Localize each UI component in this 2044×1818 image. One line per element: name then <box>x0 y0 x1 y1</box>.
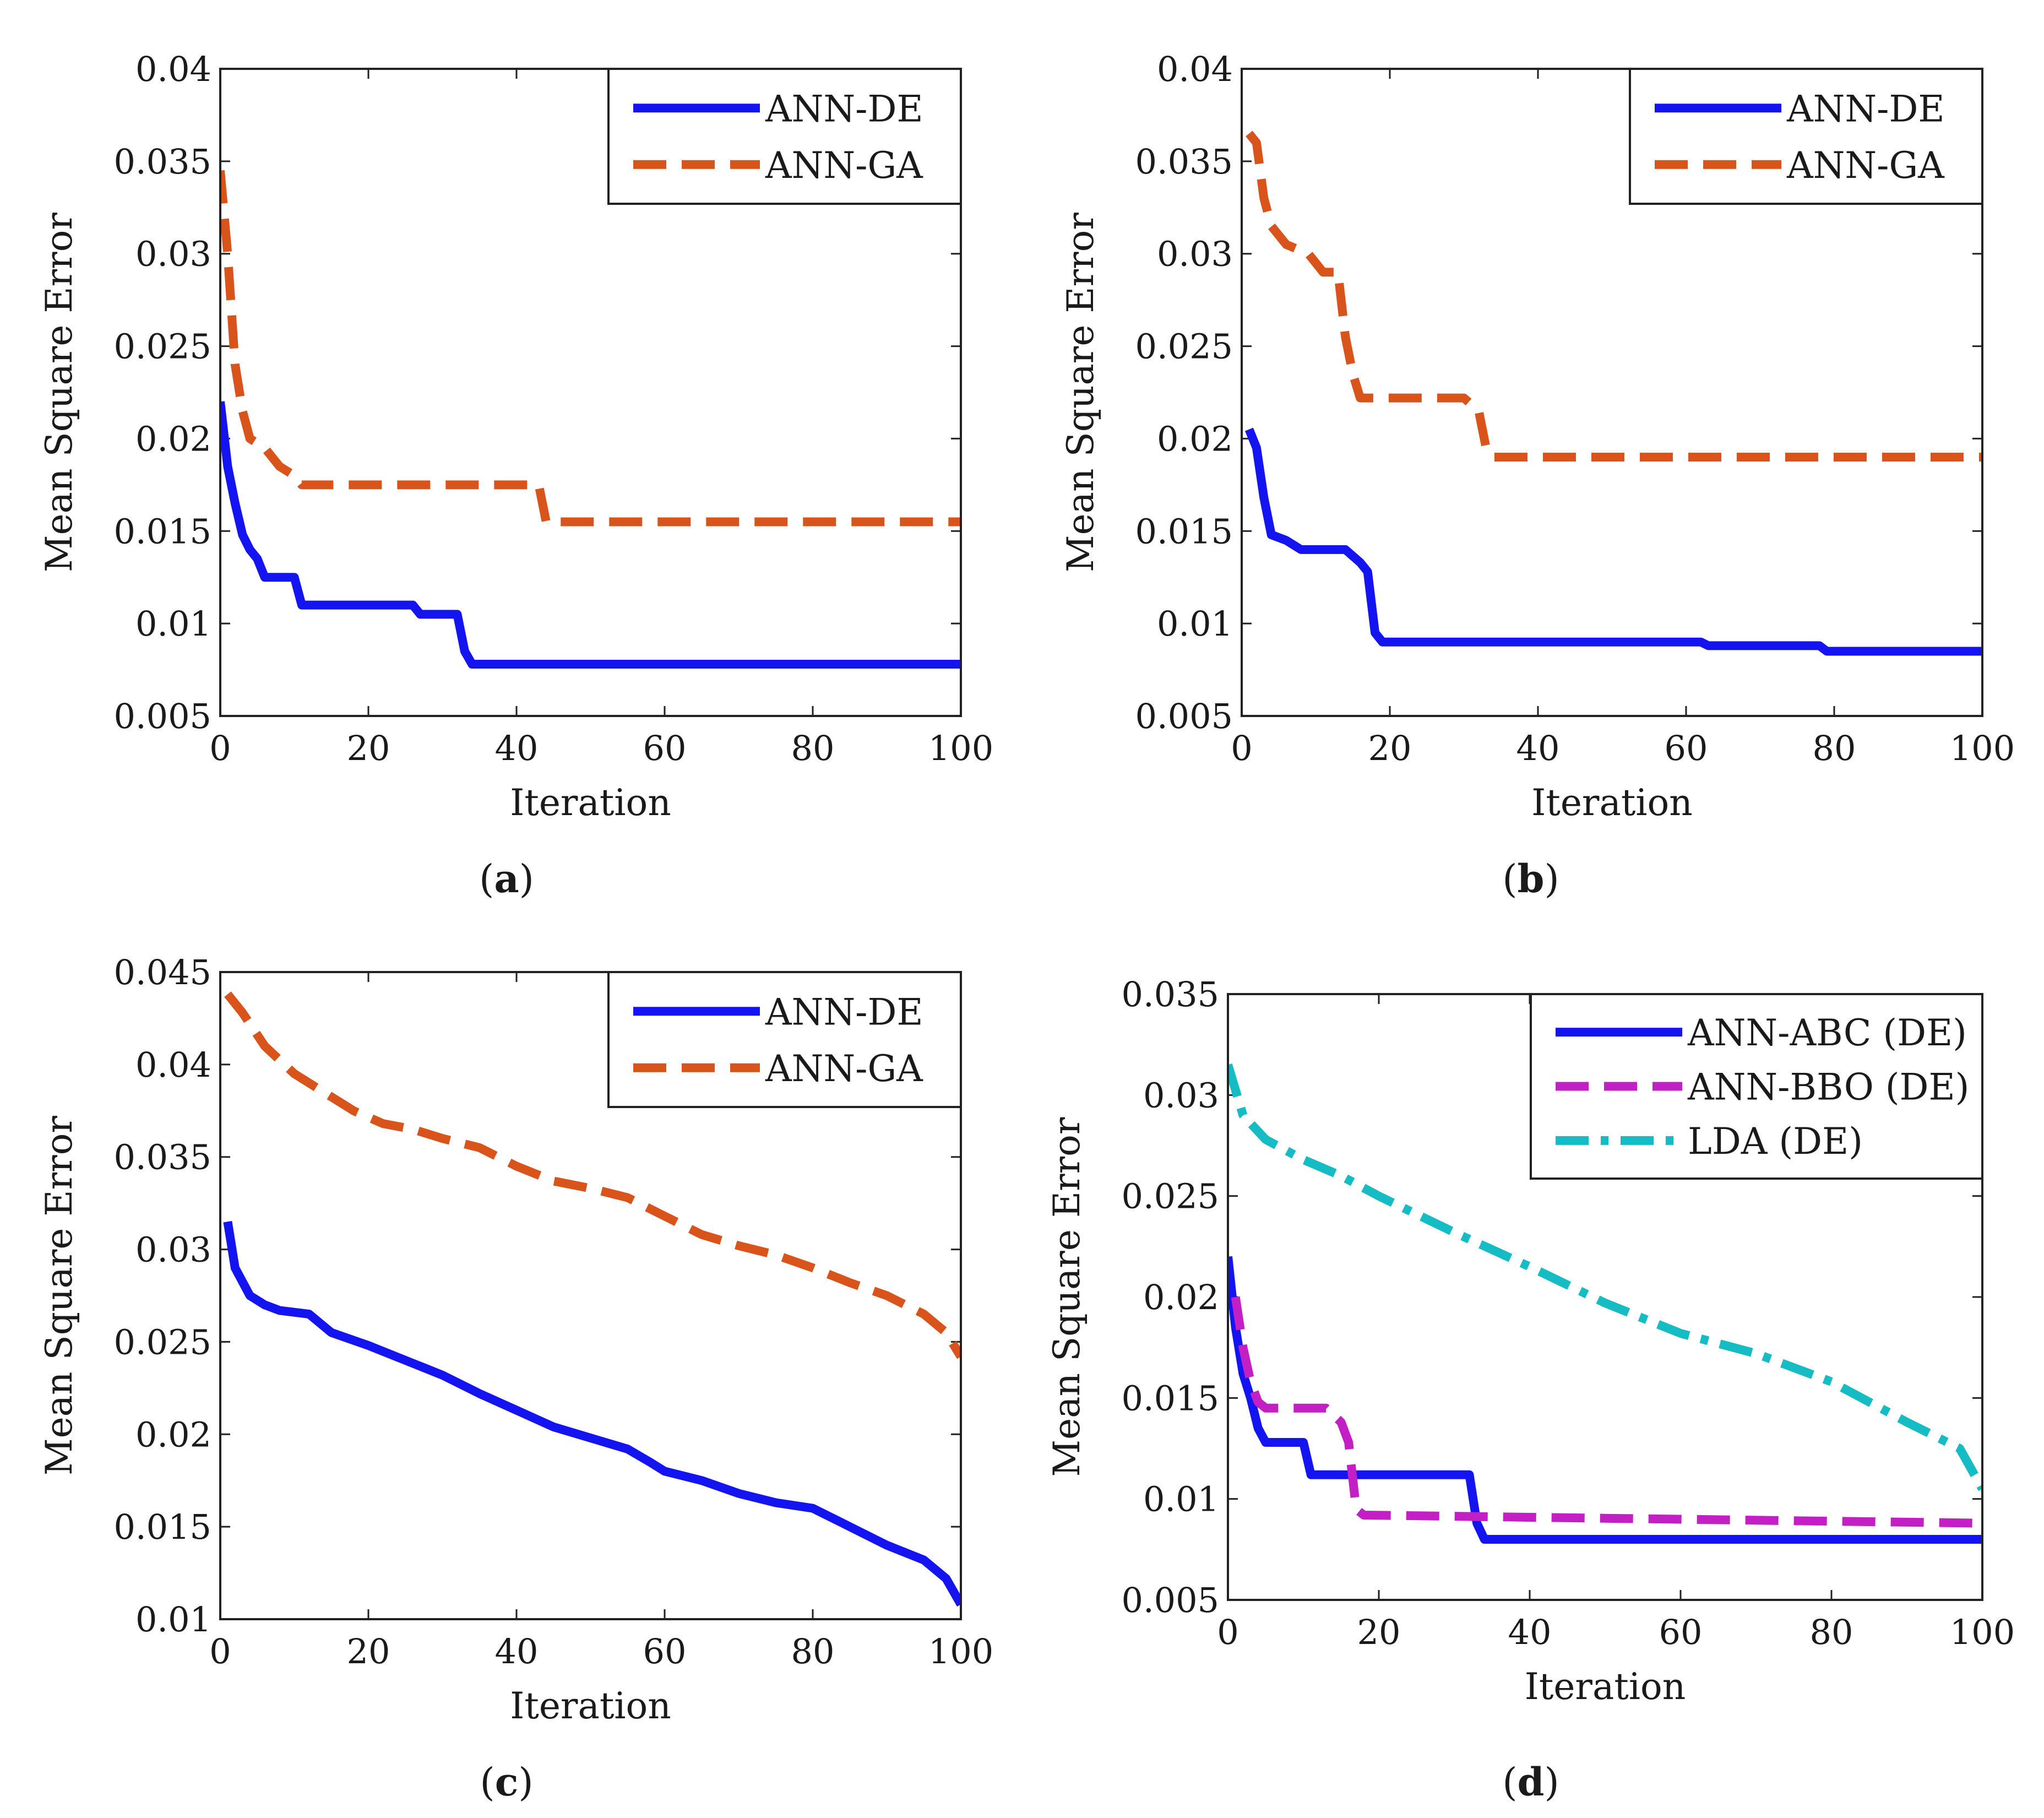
series-line-ann-ga <box>1246 131 1982 462</box>
x-tick-label: 40 <box>1508 1612 1552 1652</box>
legend-label: ANN-GA <box>765 144 923 187</box>
y-tick-label: 0.01 <box>1143 1479 1219 1519</box>
y-tick-label: 0.03 <box>135 234 211 274</box>
x-tick-label: 80 <box>1813 728 1856 768</box>
y-tick-label: 0.01 <box>135 604 211 644</box>
axes-box <box>219 68 962 717</box>
y-tick-label: 0.015 <box>1135 511 1233 551</box>
x-tick-label: 0 <box>209 728 231 768</box>
x-tick-label: 80 <box>1810 1612 1853 1652</box>
legend-label: LDA (DE) <box>1688 1120 1863 1163</box>
y-tick-label: 0.02 <box>135 419 211 459</box>
y-axis-label: Mean Square Error <box>1046 1117 1088 1477</box>
panel-label-d: (d) <box>1502 1759 1559 1805</box>
axes-box <box>219 971 962 1620</box>
y-axis-label: Mean Square Error <box>1059 213 1102 572</box>
series-line-ann-bbo-de <box>1231 1296 1982 1528</box>
x-axis-label: Iteration <box>1525 1665 1686 1708</box>
y-tick-label: 0.025 <box>114 327 212 367</box>
panel-a: 0 20 40 60 80 100 0.005 0.01 0.015 0.02 0.025 0.03 0… <box>38 49 993 824</box>
panel-d: 0 20 40 60 80 100 0.005 0.01 0.015 0.02 0.025 0.03 0… <box>1046 974 2015 1708</box>
x-tick-label: 20 <box>347 728 390 768</box>
panel-b: 0 20 40 60 80 100 0.005 0.01 0.015 0.02 0.025 0.03 0… <box>1059 49 2015 824</box>
x-tick-label: 40 <box>495 1631 539 1672</box>
x-tick-label: 100 <box>1950 1612 2015 1652</box>
y-tick-label: 0.04 <box>135 1045 211 1085</box>
y-tick-label: 0.01 <box>135 1599 211 1640</box>
x-axis-label: Iteration <box>510 1685 671 1727</box>
x-tick-label: 20 <box>347 1631 390 1672</box>
x-tick-label: 80 <box>791 1631 835 1672</box>
y-tick-label: 0.02 <box>135 1414 211 1455</box>
x-tick-label: 40 <box>495 728 539 768</box>
x-tick-label: 100 <box>1950 728 2015 768</box>
y-tick-label: 0.03 <box>1157 234 1233 274</box>
y-tick-label: 0.015 <box>1122 1378 1220 1418</box>
x-tick-label: 60 <box>1665 728 1708 768</box>
legend-box <box>607 971 962 1108</box>
y-tick-label: 0.035 <box>1122 974 1220 1014</box>
legend-label: ANN-DE <box>765 88 923 130</box>
legend-label: ANN-BBO (DE) <box>1687 1066 1969 1109</box>
x-tick-label: 60 <box>643 728 687 768</box>
y-axis-label: Mean Square Error <box>38 213 80 572</box>
x-tick-label: 40 <box>1516 728 1560 768</box>
y-tick-label: 0.015 <box>114 1507 212 1547</box>
x-tick-label: 60 <box>1659 1612 1703 1652</box>
legend-label: ANN-ABC (DE) <box>1687 1012 1967 1054</box>
y-tick-label: 0.015 <box>114 511 212 551</box>
y-tick-label: 0.02 <box>1143 1277 1219 1317</box>
y-axis-label: Mean Square Error <box>38 1116 80 1475</box>
y-tick-label: 0.04 <box>1157 49 1233 89</box>
x-tick-label: 20 <box>1368 728 1412 768</box>
legend-label: ANN-GA <box>765 1048 923 1090</box>
y-tick-label: 0.005 <box>1122 1580 1220 1620</box>
legend-box <box>1629 68 1983 205</box>
y-tick-label: 0.035 <box>1135 142 1233 182</box>
y-tick-label: 0.03 <box>135 1230 211 1270</box>
y-tick-label: 0.005 <box>1135 696 1233 736</box>
panel-label-a: (a) <box>479 856 534 902</box>
x-tick-label: 80 <box>791 728 835 768</box>
axes-box <box>1241 68 1983 717</box>
y-tick-label: 0.025 <box>1135 327 1233 367</box>
legend-label: ANN-DE <box>1786 88 1945 130</box>
series-line-ann-ga <box>224 991 961 1359</box>
y-tick-label: 0.045 <box>114 952 212 992</box>
legend-label: ANN-GA <box>1786 144 1945 187</box>
y-tick-label: 0.03 <box>1143 1075 1219 1115</box>
series-line-ann-de <box>220 401 961 669</box>
panel-c: 0 20 40 60 80 100 0.01 0.015 0.02 0.025 0.03 0.035 0… <box>38 952 993 1727</box>
series-line-ann-de <box>223 1220 961 1607</box>
series-line-ann-de <box>1244 427 1982 656</box>
legend-box <box>607 68 962 205</box>
x-axis-label: Iteration <box>1531 782 1692 824</box>
y-tick-label: 0.025 <box>114 1322 212 1362</box>
y-tick-label: 0.04 <box>135 49 211 89</box>
legend-label: ANN-DE <box>765 991 923 1033</box>
y-tick-label: 0.025 <box>1122 1176 1220 1217</box>
y-tick-label: 0.02 <box>1157 419 1233 459</box>
series-line-ann-abc-de <box>1228 1256 1982 1544</box>
x-tick-label: 100 <box>928 728 993 768</box>
y-tick-label: 0.035 <box>114 1137 212 1177</box>
x-axis-label: Iteration <box>510 782 671 824</box>
x-tick-label: 60 <box>643 1631 687 1672</box>
x-tick-label: 100 <box>928 1631 993 1672</box>
y-tick-label: 0.005 <box>114 696 212 736</box>
x-tick-label: 0 <box>1217 1612 1238 1652</box>
x-tick-label: 0 <box>1231 728 1252 768</box>
x-tick-label: 20 <box>1357 1612 1401 1652</box>
panel-label-b: (b) <box>1502 856 1559 902</box>
x-tick-label: 0 <box>209 1631 231 1672</box>
y-tick-label: 0.01 <box>1157 604 1233 644</box>
panel-label-c: (c) <box>480 1759 533 1805</box>
series-line-ann-ga <box>220 170 961 527</box>
y-tick-label: 0.035 <box>114 142 212 182</box>
